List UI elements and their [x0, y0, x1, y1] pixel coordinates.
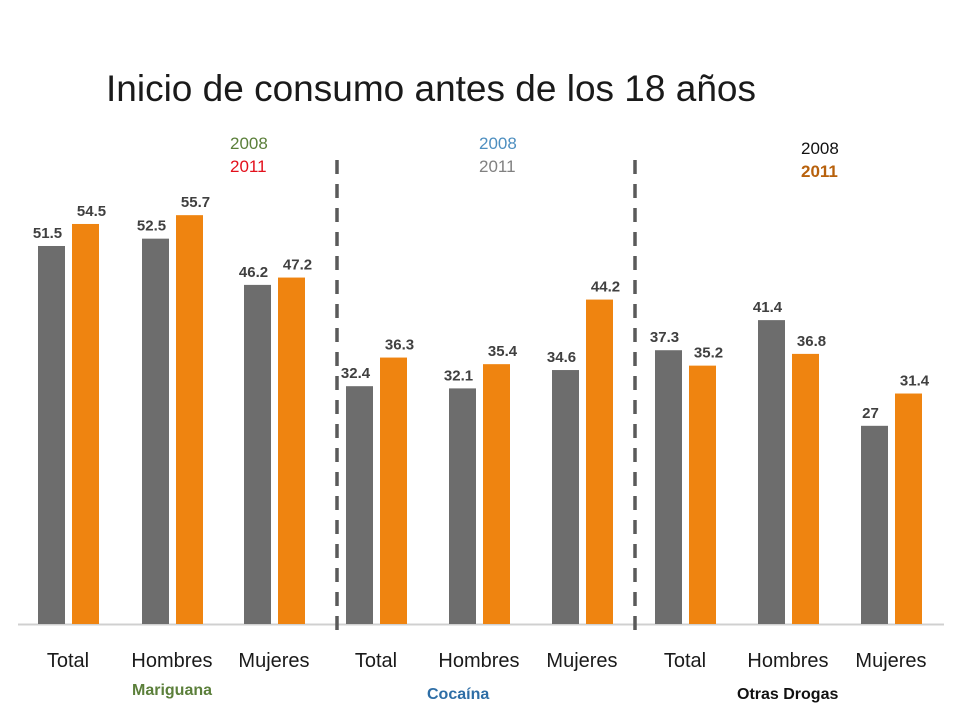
bar-2011-6: [586, 299, 613, 624]
bar-2008-5: [449, 388, 476, 624]
legend-mariguana-2011: 2011: [230, 157, 267, 176]
category-label-5: Hombres: [438, 650, 519, 672]
data-label-2011-7: 35.2: [694, 345, 723, 362]
category-label-3: Mujeres: [238, 650, 309, 672]
bar-2008-1: [38, 245, 65, 625]
data-label-2008-4: 32.4: [341, 365, 371, 382]
legend-cocaina-2011: 2011: [479, 157, 516, 176]
category-label-1: Total: [47, 650, 89, 672]
group-label-cocaina: Cocaína: [427, 686, 490, 703]
data-label-2008-7: 37.3: [650, 329, 679, 346]
bar-2011-1: [72, 223, 99, 624]
category-label-9: Mujeres: [855, 650, 926, 672]
legend-cocaina: 2008 2011: [479, 132, 517, 178]
bar-2011-5: [483, 364, 510, 624]
category-label-4: Total: [355, 650, 397, 672]
data-label-2011-2: 55.7: [181, 194, 210, 211]
legend-otras-drogas-2008: 2008: [801, 139, 839, 158]
bar-2008-3: [244, 284, 271, 624]
bar-2011-3: [278, 277, 305, 624]
data-label-2008-9: 27: [862, 405, 879, 422]
data-label-2011-3: 47.2: [283, 257, 312, 274]
legend-mariguana-2008: 2008: [230, 134, 268, 153]
bar-2011-2: [176, 215, 203, 625]
data-label-2011-9: 31.4: [900, 373, 930, 390]
data-label-2011-4: 36.3: [385, 337, 414, 354]
bar-2011-9: [895, 393, 922, 624]
data-label-2011-8: 36.8: [797, 333, 826, 350]
data-label-2008-6: 34.6: [547, 349, 576, 366]
bar-2008-8: [758, 320, 785, 624]
bar-2008-4: [346, 386, 373, 624]
bar-2008-2: [142, 238, 169, 624]
category-label-7: Total: [664, 650, 706, 672]
data-label-2008-5: 32.1: [444, 367, 473, 384]
data-label-2011-1: 54.5: [77, 203, 106, 220]
bar-2008-9: [861, 425, 888, 624]
data-label-2008-3: 46.2: [239, 264, 268, 281]
category-label-8: Hombres: [747, 650, 828, 672]
group-label-otras-drogas: Otras Drogas: [737, 686, 839, 703]
data-label-2011-5: 35.4: [488, 343, 518, 360]
data-label-2008-1: 51.5: [33, 225, 62, 242]
legend-otras-drogas: 2008 2011: [801, 137, 839, 183]
bar-2011-7: [689, 365, 716, 624]
category-label-2: Hombres: [131, 650, 212, 672]
legend-otras-drogas-2011: 2011: [801, 162, 838, 181]
group-label-mariguana: Mariguana: [132, 682, 213, 699]
category-label-6: Mujeres: [546, 650, 617, 672]
data-label-2011-6: 44.2: [591, 279, 620, 296]
bar-2011-8: [792, 353, 819, 624]
bar-2011-4: [380, 357, 407, 624]
data-label-2008-8: 41.4: [753, 299, 783, 316]
legend-cocaina-2008: 2008: [479, 134, 517, 153]
bar-2008-6: [552, 370, 579, 624]
chart-title: Inicio de consumo antes de los 18 años: [106, 68, 756, 109]
legend-mariguana: 2008 2011: [230, 132, 268, 178]
data-label-2008-2: 52.5: [137, 218, 166, 235]
bar-2008-7: [655, 350, 682, 624]
